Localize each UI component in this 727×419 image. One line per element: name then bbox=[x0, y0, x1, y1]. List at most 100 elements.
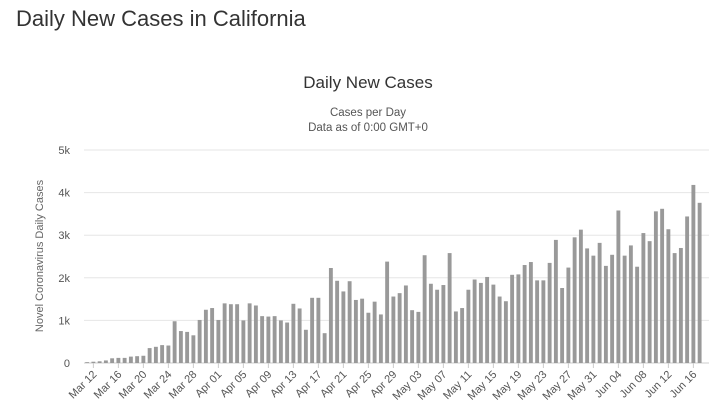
bar bbox=[591, 255, 596, 363]
bar bbox=[266, 316, 271, 363]
bar bbox=[228, 304, 233, 363]
x-tick-label: Jun 16 bbox=[668, 369, 700, 401]
bar bbox=[553, 239, 558, 363]
bar bbox=[497, 296, 502, 363]
bar bbox=[653, 211, 658, 363]
bar bbox=[628, 245, 633, 363]
bar-series bbox=[85, 184, 702, 363]
y-tick-label: 2k bbox=[58, 273, 70, 285]
y-gridlines bbox=[84, 149, 709, 364]
bar bbox=[297, 308, 302, 363]
bar bbox=[347, 281, 352, 363]
bar bbox=[403, 285, 408, 363]
bar bbox=[691, 184, 696, 363]
bar bbox=[428, 283, 433, 363]
bar bbox=[141, 355, 146, 363]
bar bbox=[260, 316, 265, 363]
x-tick-label: Apr 01 bbox=[193, 369, 224, 400]
y-tick-label: 4k bbox=[58, 188, 70, 200]
bar bbox=[503, 301, 508, 363]
bar bbox=[103, 360, 108, 363]
bar bbox=[322, 333, 327, 363]
bar bbox=[328, 268, 333, 363]
bar bbox=[453, 311, 458, 363]
page-heading: Daily New Cases in California bbox=[16, 6, 306, 31]
bar bbox=[203, 309, 208, 363]
bar bbox=[285, 322, 290, 363]
bar bbox=[116, 357, 121, 363]
bar bbox=[247, 303, 252, 363]
bar bbox=[135, 356, 140, 363]
x-tick-label: Apr 05 bbox=[218, 369, 249, 400]
bar bbox=[610, 254, 615, 363]
bar bbox=[622, 255, 627, 363]
bar bbox=[660, 208, 665, 363]
x-tick-label: Apr 25 bbox=[343, 369, 374, 400]
bar bbox=[197, 319, 202, 363]
x-tick-label: Apr 21 bbox=[318, 369, 349, 400]
bar bbox=[272, 316, 277, 363]
bar bbox=[460, 308, 465, 363]
chart-subtitle-line-2: Data as of 0:00 GMT+0 bbox=[308, 122, 428, 134]
bar bbox=[85, 362, 90, 363]
y-axis-title: Novel Coronavirus Daily Cases bbox=[34, 179, 46, 332]
bar bbox=[416, 311, 421, 363]
bar bbox=[666, 229, 671, 363]
bar bbox=[278, 320, 283, 363]
bar bbox=[366, 312, 371, 363]
bar bbox=[372, 301, 377, 363]
bar bbox=[153, 346, 158, 363]
bar bbox=[128, 356, 133, 363]
bar bbox=[310, 297, 315, 363]
bar bbox=[535, 280, 540, 363]
bar bbox=[566, 267, 571, 363]
bar bbox=[447, 253, 452, 363]
bar bbox=[316, 297, 321, 363]
bar bbox=[672, 253, 677, 363]
y-tick-label: 0 bbox=[64, 358, 70, 370]
bar bbox=[241, 320, 246, 363]
bar bbox=[166, 345, 171, 363]
bar bbox=[422, 255, 427, 363]
bar bbox=[178, 331, 183, 363]
bar bbox=[472, 279, 477, 363]
bar bbox=[216, 319, 221, 363]
bar bbox=[478, 282, 483, 363]
bar bbox=[541, 280, 546, 363]
chart-subtitle-line-1: Cases per Day bbox=[330, 107, 406, 119]
x-tick-label: Mar 28 bbox=[167, 369, 200, 402]
bar bbox=[516, 274, 521, 363]
bar bbox=[572, 237, 577, 363]
bar bbox=[122, 357, 127, 363]
bar bbox=[641, 233, 646, 363]
bar bbox=[560, 288, 565, 363]
bar bbox=[528, 262, 533, 363]
bar bbox=[160, 345, 165, 363]
x-tick-label: Apr 17 bbox=[293, 369, 324, 400]
bar bbox=[678, 247, 683, 363]
x-tick-label: Jun 12 bbox=[643, 369, 675, 401]
bar bbox=[647, 241, 652, 363]
bar bbox=[210, 308, 215, 363]
bar bbox=[578, 229, 583, 363]
bar bbox=[378, 314, 383, 363]
x-tick-label: Apr 13 bbox=[268, 369, 299, 400]
bar bbox=[491, 284, 496, 363]
x-tick-label: Jun 08 bbox=[618, 369, 650, 401]
bar bbox=[697, 202, 702, 363]
bar bbox=[360, 298, 365, 363]
bar bbox=[597, 242, 602, 363]
bar bbox=[397, 293, 402, 363]
chart-title: Daily New Cases bbox=[303, 73, 432, 92]
bar bbox=[616, 210, 621, 363]
bar bbox=[97, 361, 102, 363]
x-tick-label: Apr 09 bbox=[243, 369, 274, 400]
bar bbox=[91, 361, 96, 363]
bar bbox=[172, 321, 177, 363]
bar bbox=[385, 261, 390, 363]
bar bbox=[585, 248, 590, 363]
bar bbox=[510, 274, 515, 363]
bar bbox=[522, 265, 527, 363]
bar bbox=[485, 276, 490, 363]
